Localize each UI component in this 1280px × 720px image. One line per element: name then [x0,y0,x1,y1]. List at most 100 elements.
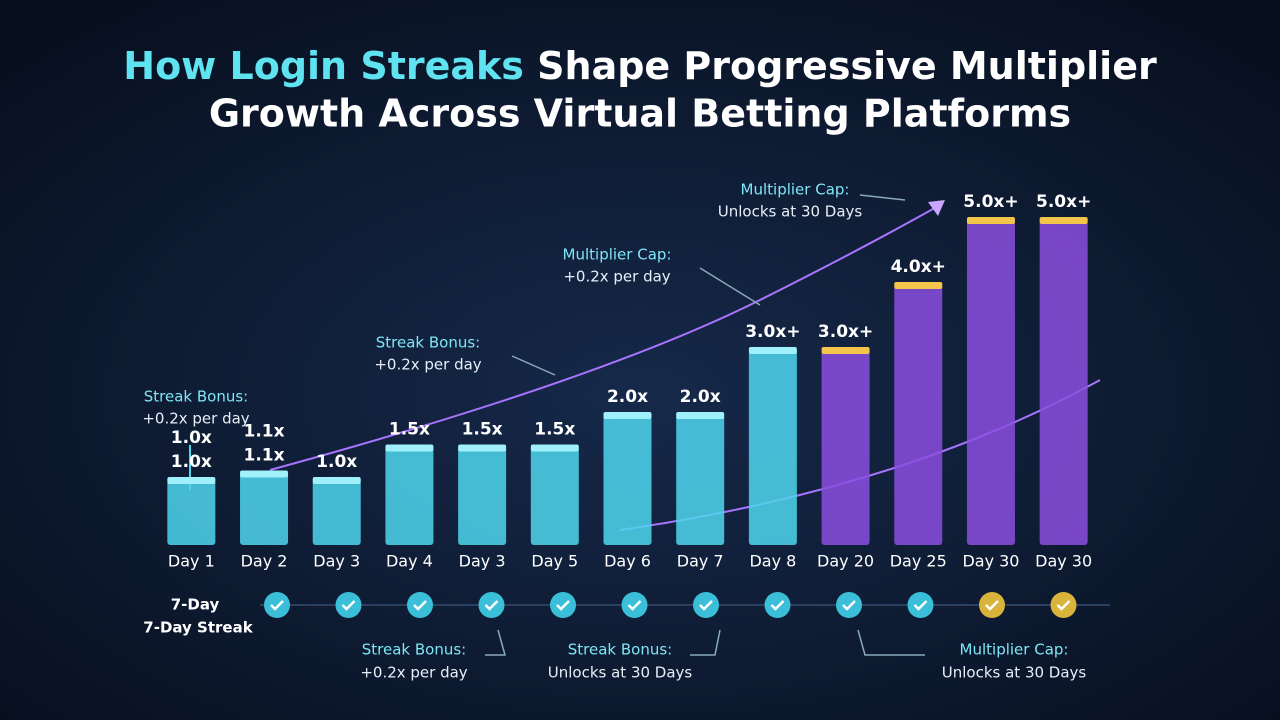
bar-cap [167,477,216,484]
bar [1039,220,1088,545]
bar-cap [1039,217,1088,224]
annotation-title: Streak Bonus: [568,641,672,659]
x-tick-label: Day 6 [604,552,651,571]
x-tick-label: Day 2 [241,552,288,571]
bar [603,415,652,545]
title-highlight: How Login Streaks [123,44,524,88]
value-label: 1.1x [243,422,284,442]
streak-check [1050,592,1077,618]
bar [530,447,579,545]
check-mark [270,600,284,611]
annotation-title: Streak Bonus: [362,641,466,659]
streak-check [335,592,362,618]
x-tick-label: Day 7 [677,552,724,571]
bar-cap [748,347,797,354]
streak-check [407,592,433,618]
chart-title: How Login Streaks Shape Progressive Mult… [123,44,1157,88]
streak-check [621,592,648,618]
check-mark [484,600,499,611]
x-tick-label: Day 1 [168,552,215,571]
bar [894,285,943,545]
value-label: 1.5x [534,420,575,440]
bar [676,415,725,545]
annotation-text: Unlocks at 30 Days [548,664,693,682]
value-label: 1.0x [171,428,212,448]
x-tick-label: Day 30 [962,552,1019,571]
bar [748,350,797,545]
bar [966,220,1015,545]
streak-label: 7-Day Streak [143,619,253,637]
x-tick-label: Day 5 [531,552,578,571]
check-mark [413,600,427,611]
x-tick-label: Day 20 [817,552,874,571]
streak-label: 7-Day [171,596,220,614]
trend-curve [269,204,941,471]
check-mark [770,600,785,611]
bar [821,350,870,545]
annotation-text: Unlocks at 30 Days [942,664,1087,682]
value-label: 1.5x [462,420,503,440]
bar [458,447,507,545]
bar-cap [458,444,507,452]
check-mark [341,600,356,611]
x-tick-label: Day 3 [459,552,506,571]
bar [385,447,434,545]
value-label: 1.1x [243,446,284,466]
bar-cap [894,282,943,289]
value-label: 5.0x+ [1036,192,1091,212]
bar-cap [312,477,361,484]
streak-check [693,592,719,618]
annotation-text: Unlocks at 30 Days [718,203,863,221]
annotation-title: Multiplier Cap: [563,246,672,264]
bar-cap [676,412,725,419]
streak-check [478,592,505,618]
leader-line [485,194,925,656]
annotation-text: +0.2x per day [374,356,481,374]
bar-cap [240,470,289,478]
x-tick-label: Day 4 [386,552,433,571]
annotation-title: Streak Bonus: [144,388,248,406]
value-label: 3.0x+ [745,322,800,342]
x-tick-label: Day 8 [749,552,796,571]
streak-check [907,592,934,618]
streak-check [550,592,576,618]
check-mark [627,600,642,611]
bar-cap [385,444,434,452]
annotation-text: +0.2x per day [563,268,670,286]
streak-check [836,592,862,618]
annotation-text: +0.2x per day [360,664,467,682]
value-label: 2.0x [607,387,648,407]
check-mark [985,600,999,611]
value-label: 1.5x [389,420,430,440]
chart-title: Growth Across Virtual Betting Platforms [209,92,1071,136]
x-tick-label: Day 3 [313,552,360,571]
annotation-title: Streak Bonus: [376,334,480,352]
bar-cap [530,444,579,452]
check-mark [699,600,713,611]
bar [312,480,361,545]
value-label: 2.0x [680,387,721,407]
annotation-text: +0.2x per day [142,410,249,428]
x-tick-label: Day 30 [1035,552,1092,571]
annotation-title: Multiplier Cap: [741,181,850,199]
streak-check [764,592,791,618]
bar [167,480,216,545]
title-part: Shape Progressive Multiplier [537,44,1157,88]
check-mark [1056,600,1071,611]
x-tick-label: Day 25 [890,552,947,571]
value-label: 3.0x+ [818,322,873,342]
value-label: 1.0x [171,452,212,472]
trend-arrow [928,200,945,216]
value-label: 5.0x+ [963,192,1018,212]
streak-check [979,592,1005,618]
bar-cap [821,347,870,354]
value-label: 1.0x [316,452,357,472]
value-label: 4.0x+ [891,257,946,277]
streak-check [264,592,290,618]
bar-cap [966,217,1015,224]
check-mark [842,600,856,611]
check-mark [913,600,928,611]
bar-cap [603,412,652,419]
